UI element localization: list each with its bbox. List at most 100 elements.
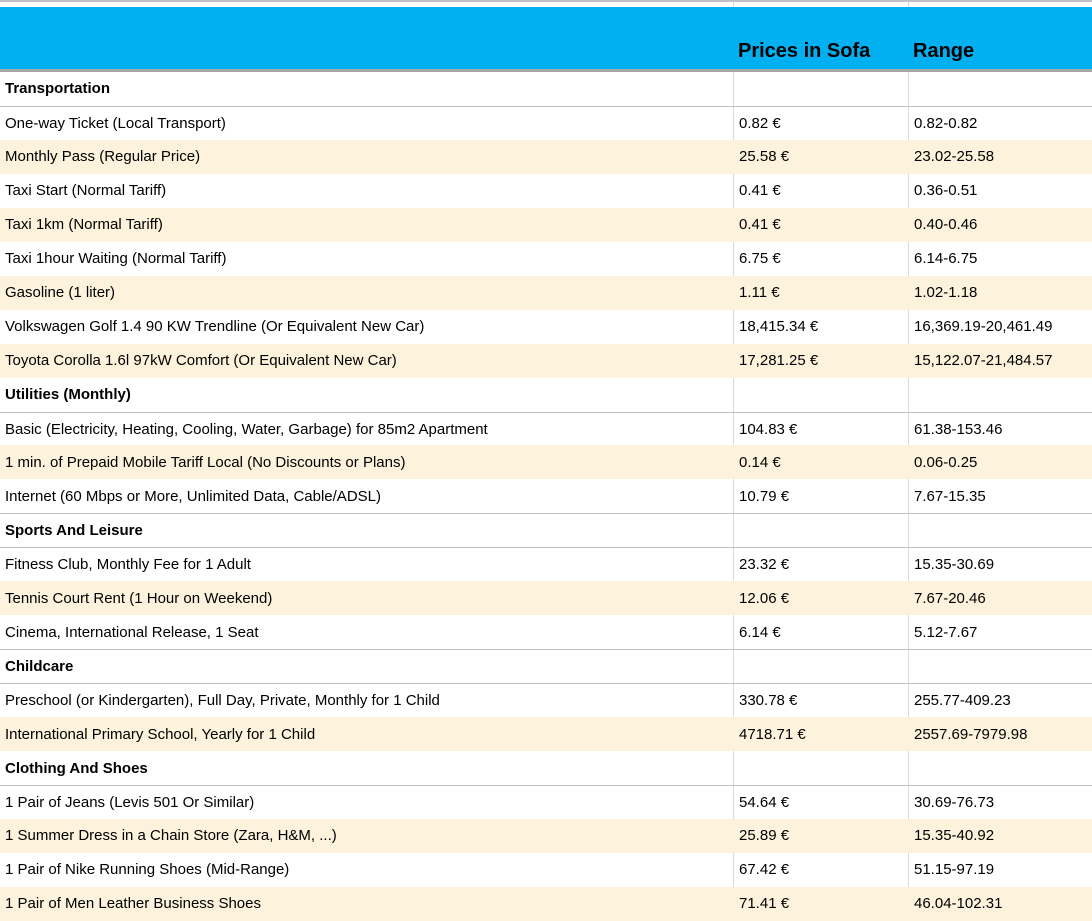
empty-price-cell[interactable] <box>733 751 908 786</box>
item-range-cell[interactable]: 7.67-15.35 <box>908 479 1092 514</box>
section-title-cell[interactable]: Transportation <box>5 80 111 98</box>
item-range-cell[interactable]: 15.35-30.69 <box>908 548 1092 582</box>
item-name-cell[interactable]: Tennis Court Rent (1 Hour on Weekend) <box>5 589 273 607</box>
empty-range-cell[interactable] <box>908 72 1092 106</box>
item-price-cell[interactable]: 10.79 € <box>733 479 908 514</box>
item-price-cell[interactable]: 0.82 € <box>733 106 908 140</box>
empty-price-cell[interactable] <box>733 377 908 412</box>
item-range-cell[interactable]: 61.38-153.46 <box>908 412 1092 446</box>
section-header-row: Clothing And Shoes <box>0 751 1092 786</box>
item-range-cell[interactable]: 23.02-25.58 <box>914 148 995 166</box>
item-price-cell[interactable]: 104.83 € <box>733 412 908 446</box>
item-range-cell[interactable]: 15,122.07-21,484.57 <box>914 352 1053 370</box>
item-price-cell[interactable]: 67.42 € <box>733 852 908 887</box>
empty-range-cell[interactable] <box>908 514 1092 548</box>
item-price-cell[interactable]: 1.11 € <box>739 284 780 302</box>
item-range-cell[interactable]: 0.40-0.46 <box>914 216 978 234</box>
section-title-cell[interactable]: Sports And Leisure <box>5 522 143 540</box>
item-range-cell[interactable]: 46.04-102.31 <box>914 895 1003 913</box>
item-name-cell[interactable]: Internet (60 Mbps or More, Unlimited Dat… <box>5 487 381 505</box>
item-row: Taxi Start (Normal Tariff) 0.41 €0.36-0.5… <box>0 173 1092 208</box>
item-price-cell[interactable]: 0.41 € <box>739 216 781 234</box>
item-range-cell[interactable]: 1.02-1.18 <box>914 284 978 302</box>
item-name-cell[interactable]: Fitness Club, Monthly Fee for 1 Adult <box>5 556 251 574</box>
item-row: Gasoline (1 liter) 1.11 € 1.02-1.18 <box>0 275 1092 310</box>
item-price-cell[interactable]: 71.41 € <box>739 895 790 913</box>
item-range-cell[interactable]: 0.36-0.51 <box>908 173 1092 208</box>
item-range-cell[interactable]: 15.35-40.92 <box>914 827 995 845</box>
item-price-cell[interactable]: 4718.71 € <box>739 725 806 743</box>
section-title-cell[interactable]: Utilities (Monthly) <box>5 386 131 404</box>
item-row: Preschool (or Kindergarten), Full Day, P… <box>0 683 1092 718</box>
item-row: 1 Pair of Men Leather Business Shoes 71.4… <box>0 886 1092 921</box>
section-title-cell[interactable]: Clothing And Shoes <box>5 759 148 777</box>
item-price-cell[interactable]: 25.89 € <box>739 827 790 845</box>
table-header-band: Prices in Sofa Range <box>0 7 1092 72</box>
item-name-cell[interactable]: 1 Pair of Jeans (Levis 501 Or Similar) <box>5 793 255 811</box>
item-name-cell[interactable]: Taxi 1km (Normal Tariff) <box>5 216 163 234</box>
item-range-cell[interactable]: 2557.69-7979.98 <box>914 725 1028 743</box>
item-row: Taxi 1km (Normal Tariff) 0.41 € 0.40-0.46 <box>0 207 1092 242</box>
item-name-cell[interactable]: Basic (Electricity, Heating, Cooling, Wa… <box>5 420 488 438</box>
item-price-cell[interactable]: 25.58 € <box>739 148 790 166</box>
item-row: Cinema, International Release, 1 Seat 6.1… <box>0 615 1092 650</box>
item-range-cell[interactable]: 6.14-6.75 <box>908 241 1092 276</box>
item-name-cell[interactable]: 1 min. of Prepaid Mobile Tariff Local (N… <box>5 453 406 471</box>
item-row: One-way Ticket (Local Transport) 0.82 €0.… <box>0 105 1092 140</box>
section-title-cell[interactable]: Childcare <box>5 658 74 676</box>
column-gridline <box>908 2 909 7</box>
item-price-cell[interactable]: 18,415.34 € <box>733 309 908 344</box>
range-column-header: Range <box>913 40 975 62</box>
item-name-cell[interactable]: Preschool (or Kindergarten), Full Day, P… <box>5 692 440 710</box>
item-price-cell[interactable]: 6.75 € <box>733 241 908 276</box>
item-row: 1 Pair of Nike Running Shoes (Mid-Range)… <box>0 852 1092 887</box>
item-row: 1 Summer Dress in a Chain Store (Zara, H… <box>0 818 1092 853</box>
item-range-cell[interactable]: 255.77-409.23 <box>908 684 1092 718</box>
item-row: Monthly Pass (Regular Price) 25.58 € 23.02… <box>0 139 1092 174</box>
empty-range-cell[interactable] <box>908 377 1092 412</box>
item-name-cell[interactable]: 1 Summer Dress in a Chain Store (Zara, H… <box>5 827 337 845</box>
empty-range-cell[interactable] <box>908 650 1092 684</box>
section-header-row: Utilities (Monthly) <box>0 377 1092 412</box>
item-range-cell[interactable]: 0.06-0.25 <box>914 453 978 471</box>
item-range-cell[interactable]: 0.82-0.82 <box>908 106 1092 140</box>
item-price-cell[interactable]: 0.14 € <box>739 453 781 471</box>
item-name-cell[interactable]: 1 Pair of Nike Running Shoes (Mid-Range) <box>5 861 290 879</box>
empty-price-cell[interactable] <box>733 72 908 106</box>
section-header-row: Childcare <box>0 649 1092 684</box>
item-name-cell[interactable]: Monthly Pass (Regular Price) <box>5 148 201 166</box>
item-name-cell[interactable]: Toyota Corolla 1.6l 97kW Comfort (Or Equ… <box>5 352 397 370</box>
empty-price-cell[interactable] <box>733 650 908 684</box>
item-range-cell[interactable]: 5.12-7.67 <box>908 615 1092 650</box>
item-name-cell[interactable]: International Primary School, Yearly for… <box>5 725 316 743</box>
price-column-header: Prices in Sofa <box>738 40 871 62</box>
item-name-cell[interactable]: Gasoline (1 liter) <box>5 284 116 302</box>
section-header-row: Sports And Leisure <box>0 513 1092 548</box>
item-range-cell[interactable]: 7.67-20.46 <box>914 589 986 607</box>
item-price-cell[interactable]: 0.41 € <box>733 173 908 208</box>
item-price-cell[interactable]: 54.64 € <box>733 786 908 819</box>
item-price-cell[interactable]: 6.14 € <box>733 615 908 650</box>
item-price-cell[interactable]: 330.78 € <box>733 684 908 718</box>
item-row: 1 min. of Prepaid Mobile Tariff Local (N… <box>0 445 1092 480</box>
empty-price-cell[interactable] <box>733 514 908 548</box>
item-name-cell[interactable]: 1 Pair of Men Leather Business Shoes <box>5 895 261 913</box>
item-range-cell[interactable]: 30.69-76.73 <box>908 786 1092 819</box>
item-name-cell[interactable]: Volkswagen Golf 1.4 90 KW Trendline (Or … <box>5 318 425 336</box>
item-price-cell[interactable]: 23.32 € <box>733 548 908 582</box>
item-range-cell[interactable]: 51.15-97.19 <box>908 852 1092 887</box>
item-name-cell[interactable]: Taxi 1hour Waiting (Normal Tariff) <box>5 250 227 268</box>
item-price-cell[interactable]: 17,281.25 € <box>739 352 819 370</box>
column-gridline <box>733 2 734 7</box>
price-table-body: Transportation One-way Ticket (Local Tran… <box>0 72 1092 921</box>
item-name-cell[interactable]: Cinema, International Release, 1 Seat <box>5 623 259 641</box>
item-name-cell[interactable]: One-way Ticket (Local Transport) <box>5 114 226 132</box>
item-range-cell[interactable]: 16,369.19-20,461.49 <box>908 309 1092 344</box>
item-row: 1 Pair of Jeans (Levis 501 Or Similar) 54… <box>0 785 1092 819</box>
partial-row-above <box>0 0 1092 7</box>
item-price-cell[interactable]: 12.06 € <box>739 589 790 607</box>
item-row: Internet (60 Mbps or More, Unlimited Dat… <box>0 479 1092 514</box>
item-name-cell[interactable]: Taxi Start (Normal Tariff) <box>5 182 167 200</box>
empty-range-cell[interactable] <box>908 751 1092 786</box>
